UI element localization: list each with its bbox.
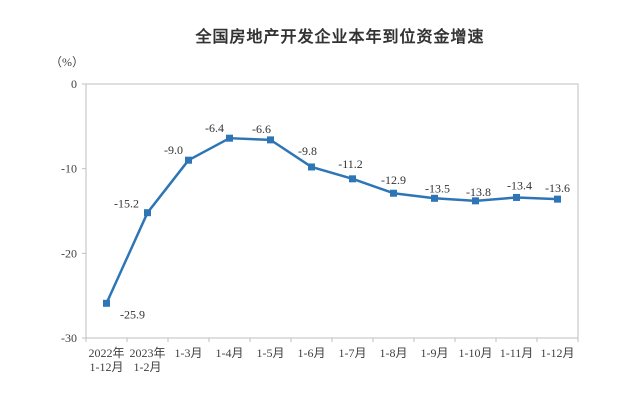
data-point-label: -13.6 xyxy=(545,181,570,195)
plot-border xyxy=(85,83,579,339)
x-tick-label: 1-11月 xyxy=(500,346,534,360)
data-point-marker xyxy=(472,197,479,205)
data-point-label: -11.2 xyxy=(338,157,363,171)
data-point-label: -15.2 xyxy=(114,197,139,211)
x-tick-label: 1-2月 xyxy=(134,360,162,374)
data-point-label: -13.8 xyxy=(466,185,491,199)
data-point-marker xyxy=(144,209,151,217)
x-tick-label: 1-4月 xyxy=(216,346,244,360)
x-tick-label: 1-7月 xyxy=(339,346,367,360)
y-tick-label: 0 xyxy=(71,77,77,91)
x-tick-label: 1-6月 xyxy=(298,346,326,360)
x-tick-label: 1-12月 xyxy=(90,360,124,374)
y-tick-label: -20 xyxy=(61,246,77,260)
data-point-label: -13.4 xyxy=(507,178,532,192)
data-point-marker xyxy=(103,299,110,307)
x-tick-label: 2023年 xyxy=(129,346,165,360)
x-tick-label: 1-3月 xyxy=(175,346,203,360)
x-tick-label: 1-9月 xyxy=(421,346,449,360)
data-point-marker xyxy=(513,193,520,201)
series-line xyxy=(105,136,559,305)
x-tick-label: 1-8月 xyxy=(380,346,408,360)
data-point-label: -25.9 xyxy=(120,307,145,321)
x-tick-label: 1-10月 xyxy=(459,346,493,360)
data-point-marker xyxy=(349,175,356,183)
y-tick-label: -30 xyxy=(61,331,77,345)
data-point-marker xyxy=(554,195,561,203)
chart-title: 全国房地产开发企业本年到位资金增速 xyxy=(195,29,485,46)
data-point-marker xyxy=(390,189,397,197)
data-point-marker xyxy=(185,156,192,164)
data-point-label: -6.4 xyxy=(205,121,224,135)
data-point-marker xyxy=(267,136,274,144)
data-point-marker xyxy=(308,163,315,171)
y-axis-unit-label: （%） xyxy=(50,55,84,69)
data-point-label: -13.5 xyxy=(425,181,450,195)
x-tick-label: 1-5月 xyxy=(257,346,285,360)
x-tick-label: 2022年 xyxy=(88,346,124,360)
data-point-label: -6.6 xyxy=(252,122,271,136)
data-point-marker xyxy=(226,134,233,142)
x-tick-label: 1-12月 xyxy=(541,346,575,360)
data-point-label: -12.9 xyxy=(381,173,406,187)
y-tick-label: -10 xyxy=(61,162,77,176)
data-point-marker xyxy=(431,194,438,202)
data-point-label: -9.0 xyxy=(164,143,183,157)
data-point-label: -9.8 xyxy=(298,144,317,158)
